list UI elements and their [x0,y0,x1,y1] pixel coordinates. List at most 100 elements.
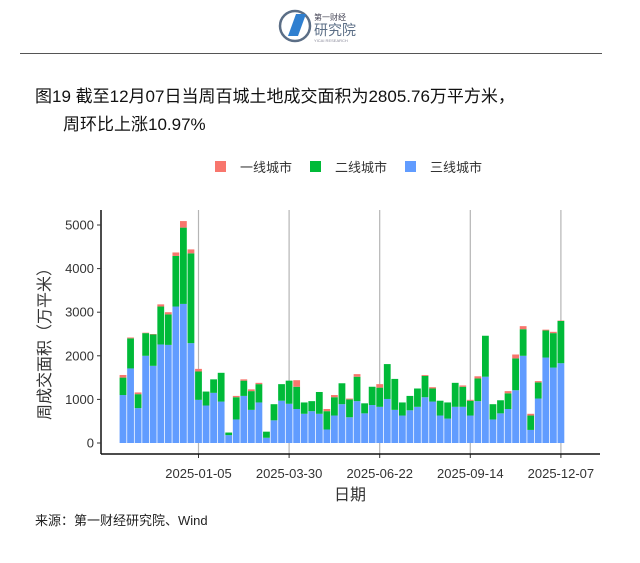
bar-segment [323,408,331,412]
svg-text:YICAI RESEARCH: YICAI RESEARCH [314,38,348,43]
bar-segment [429,388,436,402]
y-tick-label: 0 [87,436,94,451]
y-tick-label: 2000 [65,348,94,363]
bar-segment [232,419,240,443]
bar-segment [270,420,278,443]
bar-segment [247,389,255,392]
bar-segment [119,377,127,396]
bar-segment [459,385,467,387]
bar-segment [436,415,444,443]
bar-segment [255,384,263,403]
bar-segment [157,304,165,307]
bar-segment [519,326,527,330]
bar-segment [542,357,550,443]
bar-segment [368,386,376,406]
y-tick-label: 5000 [65,218,94,233]
bar-segment [127,338,134,369]
bar-segment [376,387,384,407]
bar-segment [293,380,301,387]
bar-segment [557,363,565,443]
bar-segment [368,405,376,443]
bar-segment [308,411,316,443]
bar-segment [512,358,519,391]
bar-segment [376,406,384,443]
bar-segment [346,399,353,418]
bar-segment [180,303,187,443]
bar-segment [391,378,399,410]
bar-segment [149,334,157,366]
bar-segment [421,397,429,443]
bar-segment [534,382,542,399]
legend-label: 一线城市 [240,161,293,176]
bar-segment [149,365,157,443]
legend: 一线城市 二线城市 三线城市 [215,157,482,176]
svg-text:研究院: 研究院 [314,22,356,38]
bar-segment [210,392,217,443]
bar-segment [240,395,248,443]
svg-text:第一财经: 第一财经 [314,12,346,22]
bar-segment [157,344,165,443]
bar-segment [134,392,142,395]
bar-segment [504,391,512,394]
x-tick-label: 2025-01-05 [165,466,232,481]
bar-segment [421,374,429,376]
bar-segment [444,402,452,419]
bar-segment [134,394,142,409]
bar-segment [482,376,489,443]
bar-segment [459,406,467,443]
bar-segment [134,408,142,443]
bar-segment [225,432,233,436]
bar-segment [331,395,338,398]
bar-segment [164,312,172,315]
bar-segment [414,406,421,443]
bar-segment [361,413,368,443]
bar-segment [557,320,565,364]
bar-segment [210,379,217,393]
x-tick-label: 2025-12-07 [528,466,595,481]
bar-segment [421,375,429,398]
bar-segment [383,364,391,399]
bar-segment [225,435,233,443]
logo-mark-icon: 第一财经 研究院 YICAI RESEARCH [278,9,356,43]
y-tick-label: 1000 [65,392,94,407]
bar-segment [315,413,323,443]
bar-segment [429,387,436,389]
bar-segment [247,391,255,410]
bar-segment [451,382,459,407]
bar-segment [398,402,406,416]
bar-segment [255,402,263,443]
bar-segment [202,391,210,406]
bar-segment [263,431,270,438]
bar-segment [383,398,391,443]
bar-segment [444,418,452,443]
bar-segment [255,382,263,385]
bar-segment [519,329,527,356]
bar-segment [187,249,195,254]
legend-swatch [310,161,322,172]
x-tick-label: 2025-03-30 [256,466,323,481]
bar-segment [142,355,150,443]
bar-segment [285,403,293,443]
bar-segment [278,384,285,401]
y-axis-title: 周成交面积（万平米） [35,260,54,420]
y-tick-label: 4000 [65,261,94,276]
bar-segment [519,355,527,443]
y-tick-label: 3000 [65,305,94,320]
bar-segment [164,344,172,443]
bar-segment [202,405,210,443]
bar-segment [406,410,414,443]
bar-segment [232,395,240,398]
bar-segment [195,371,202,400]
x-axis-title: 日期 [334,485,366,504]
bar-segment [527,429,535,443]
bar-segment [353,374,361,377]
bar-segment [466,415,474,443]
bar-segment [331,415,338,443]
bar-segment [232,397,240,420]
bar-segment [436,400,444,416]
bar-segment [278,400,285,443]
bar-segment [512,354,519,359]
bar-segment [119,395,127,443]
bar-segment [180,227,187,304]
bar-segment [549,367,557,443]
